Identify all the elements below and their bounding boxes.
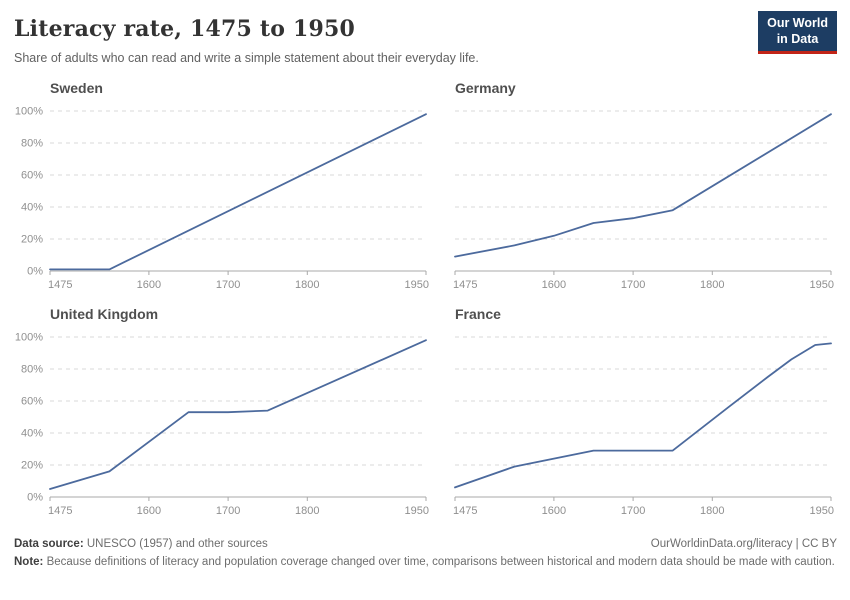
footnote-text: Because definitions of literacy and popu… bbox=[43, 556, 835, 568]
data-source: Data source: UNESCO (1957) and other sou… bbox=[14, 538, 268, 550]
chart-subtitle: Share of adults who can read and write a… bbox=[14, 51, 479, 65]
chart-panel-germany: Germany 1475 1600 1700 1800 1950 bbox=[452, 80, 837, 300]
logo-line-1: Our World bbox=[767, 16, 828, 30]
page-title: Literacy rate, 1475 to 1950 bbox=[14, 16, 356, 42]
y-tick-label: 100% bbox=[15, 106, 43, 118]
chart-footer: Data source: UNESCO (1957) and other sou… bbox=[14, 538, 837, 570]
x-tick-label: 1600 bbox=[542, 279, 566, 291]
chart-panel-sweden: Sweden 0% 20% 40% 60% 80% 100% 1475 1600 1700 1800… bbox=[14, 80, 432, 300]
x-tick-label: 1950 bbox=[810, 279, 834, 291]
line-chart: 1475 1600 1700 1800 1950 bbox=[453, 336, 834, 517]
charts-grid: Sweden 0% 20% 40% 60% 80% 100% 1475 1600 1700 1800… bbox=[14, 80, 837, 526]
logo-line-2: in Data bbox=[776, 31, 819, 46]
x-tick-label: 1700 bbox=[621, 505, 645, 517]
footnote-label: Note: bbox=[14, 556, 44, 568]
entity-title: Germany bbox=[455, 80, 516, 96]
owid-license-link[interactable]: OurWorldinData.org/literacy | CC BY bbox=[650, 538, 837, 550]
x-tick-label: 1475 bbox=[48, 505, 72, 517]
x-tick-label: 1600 bbox=[542, 505, 566, 517]
line-chart: 0% 20% 40% 60% 80% 100% 1475 1600 1700 1800 1950 bbox=[15, 106, 429, 292]
series-line bbox=[454, 113, 832, 258]
y-tick-label: 80% bbox=[21, 138, 43, 150]
chart-row-top: Sweden 0% 20% 40% 60% 80% 100% 1475 1600 1700 1800… bbox=[14, 80, 837, 300]
x-tick-label: 1475 bbox=[453, 279, 477, 291]
x-tick-label: 1600 bbox=[137, 505, 161, 517]
x-tick-label: 1950 bbox=[405, 279, 429, 291]
y-tick-label: 0% bbox=[27, 492, 43, 504]
x-tick-label: 1950 bbox=[405, 505, 429, 517]
y-tick-label: 60% bbox=[21, 170, 43, 182]
y-tick-label: 40% bbox=[21, 428, 43, 440]
y-tick-label: 100% bbox=[15, 332, 43, 344]
y-tick-label: 80% bbox=[21, 364, 43, 376]
y-tick-label: 40% bbox=[21, 202, 43, 214]
x-tick-label: 1700 bbox=[216, 505, 240, 517]
x-tick-label: 1800 bbox=[295, 279, 319, 291]
series-line bbox=[49, 339, 427, 490]
chart-row-bottom: United Kingdom 0% 20% 40% 60% 80% 100% 1475 1600… bbox=[14, 306, 837, 526]
x-tick-label: 1800 bbox=[295, 505, 319, 517]
line-chart: 1475 1600 1700 1800 1950 bbox=[453, 110, 834, 291]
y-tick-label: 60% bbox=[21, 396, 43, 408]
x-tick-label: 1475 bbox=[453, 505, 477, 517]
line-chart: 0% 20% 40% 60% 80% 100% 1475 1600 1700 1800 1950 bbox=[15, 332, 429, 518]
x-tick-label: 1700 bbox=[216, 279, 240, 291]
chart-panel-united-kingdom: United Kingdom 0% 20% 40% 60% 80% 100% 1475 1600… bbox=[14, 306, 432, 526]
data-source-text: UNESCO (1957) and other sources bbox=[83, 538, 268, 550]
entity-title: Sweden bbox=[50, 80, 103, 96]
x-tick-label: 1950 bbox=[810, 505, 834, 517]
series-line bbox=[454, 342, 832, 489]
x-tick-label: 1600 bbox=[137, 279, 161, 291]
series-line bbox=[49, 113, 427, 271]
y-tick-label: 20% bbox=[21, 460, 43, 472]
y-tick-label: 20% bbox=[21, 234, 43, 246]
x-tick-label: 1800 bbox=[700, 505, 724, 517]
x-tick-label: 1700 bbox=[621, 279, 645, 291]
footnote: Note: Because definitions of literacy an… bbox=[14, 554, 837, 570]
entity-title: United Kingdom bbox=[50, 306, 159, 322]
owid-logo: Our World in Data bbox=[758, 11, 837, 55]
entity-title: France bbox=[455, 306, 501, 322]
x-tick-label: 1475 bbox=[48, 279, 72, 291]
x-tick-label: 1800 bbox=[700, 279, 724, 291]
chart-panel-france: France 1475 1600 1700 1800 1950 bbox=[452, 306, 837, 526]
data-source-label: Data source: bbox=[14, 538, 84, 550]
y-tick-label: 0% bbox=[27, 266, 43, 278]
